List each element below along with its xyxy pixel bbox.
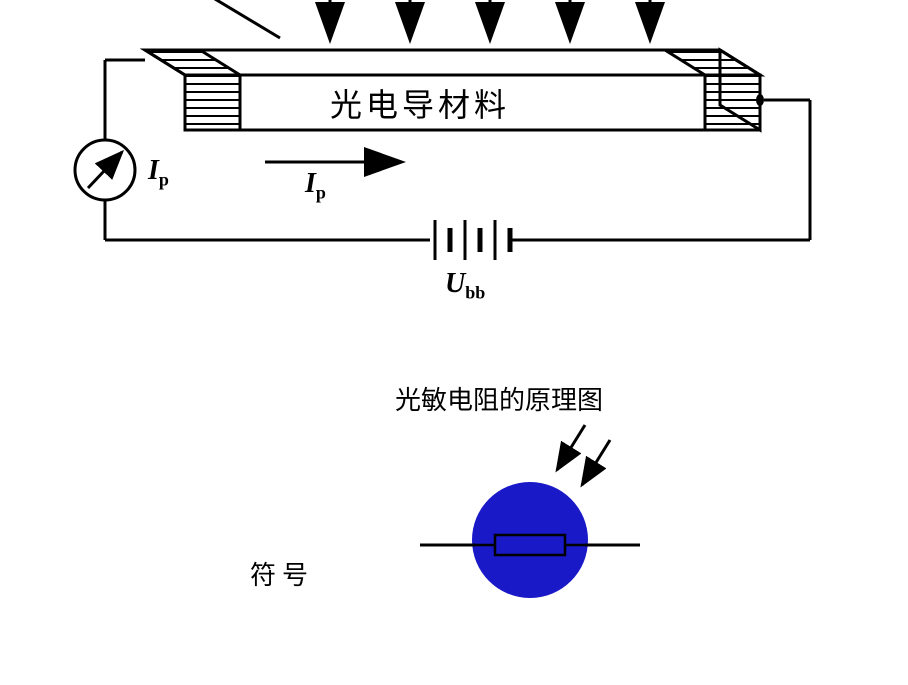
current-label-flow: Ip — [305, 168, 326, 204]
material-label: 光电导材料 — [330, 80, 510, 126]
current-label-ammeter: Ip — [148, 155, 169, 191]
ammeter — [75, 140, 135, 200]
battery-label: Ubb — [445, 268, 485, 304]
battery-symbol — [435, 220, 510, 260]
light-indicator-line — [200, 0, 280, 38]
photoresistor-symbol — [420, 425, 640, 598]
symbol-section-title: 光敏电阻的原理图 — [395, 380, 603, 417]
symbol-label: 符号 — [250, 555, 314, 592]
incident-light-arrows — [330, 0, 650, 38]
diagram-container: 光电导材料 Ip Ip Ubb 光敏电阻的原理图 符号 — [0, 0, 908, 680]
